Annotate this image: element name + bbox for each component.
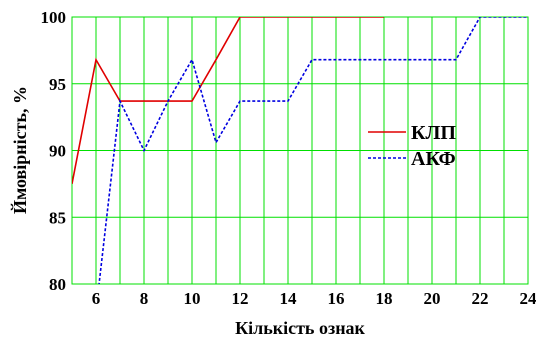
x-tick-labels: 6 8 10 12 14 16 18 20 22 24	[92, 289, 536, 308]
legend: КЛП АКФ	[368, 122, 456, 170]
x-axis-label: Кількість ознак	[235, 318, 365, 338]
series-lines	[72, 17, 528, 284]
y-tick-label: 90	[49, 142, 66, 161]
y-axis-label: Ймовірність, %	[9, 86, 30, 214]
y-tick-label: 85	[49, 208, 66, 227]
y-tick-label: 100	[41, 8, 67, 27]
x-tick-label: 8	[140, 289, 149, 308]
y-tick-label: 80	[49, 275, 66, 294]
x-tick-label: 16	[328, 289, 345, 308]
legend-label-akf: АКФ	[411, 148, 456, 170]
x-tick-label: 6	[92, 289, 101, 308]
x-tick-label: 14	[280, 289, 298, 308]
y-tick-label: 95	[49, 75, 66, 94]
x-tick-label: 22	[472, 289, 489, 308]
legend-label-klp: КЛП	[411, 122, 456, 144]
x-tick-label: 10	[184, 289, 201, 308]
x-tick-label: 18	[376, 289, 393, 308]
x-tick-label: 12	[232, 289, 249, 308]
series-line-akf	[98, 17, 528, 284]
y-tick-labels: 80 85 90 95 100	[41, 8, 67, 294]
x-tick-label: 24	[520, 289, 536, 308]
x-tick-label: 20	[424, 289, 441, 308]
grid	[71, 16, 529, 285]
series-line-klp	[72, 17, 384, 185]
